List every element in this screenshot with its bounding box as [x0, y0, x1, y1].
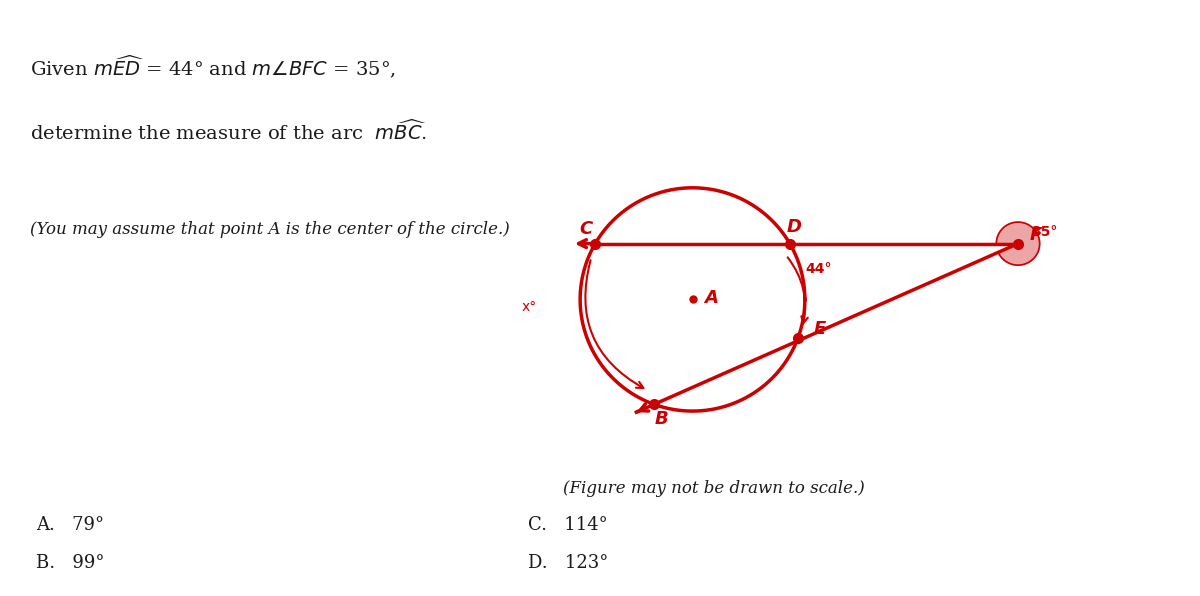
Text: x°: x°: [522, 300, 538, 314]
Text: Given $m\widehat{ED}$ = 44° and $m\angle BFC$ = 35°,: Given $m\widehat{ED}$ = 44° and $m\angle…: [30, 54, 396, 80]
Text: (You may assume that point A is the center of the circle.): (You may assume that point A is the cent…: [30, 221, 510, 238]
Text: A.   79°: A. 79°: [36, 516, 104, 533]
Text: C.   114°: C. 114°: [528, 516, 607, 533]
Text: E: E: [814, 320, 826, 338]
Text: D.   123°: D. 123°: [528, 554, 608, 572]
Text: 35°: 35°: [1031, 225, 1057, 240]
Text: C: C: [580, 221, 593, 238]
Text: B.   99°: B. 99°: [36, 554, 104, 572]
Text: (Figure may not be drawn to scale.): (Figure may not be drawn to scale.): [563, 480, 865, 497]
Text: D: D: [786, 218, 802, 236]
Text: A: A: [704, 289, 718, 308]
Text: determine the measure of the arc  $m\widehat{BC}$.: determine the measure of the arc $m\wide…: [30, 119, 427, 144]
Text: B: B: [655, 409, 668, 427]
Text: F: F: [1030, 226, 1042, 244]
Polygon shape: [996, 222, 1039, 265]
Text: 44°: 44°: [805, 262, 832, 276]
